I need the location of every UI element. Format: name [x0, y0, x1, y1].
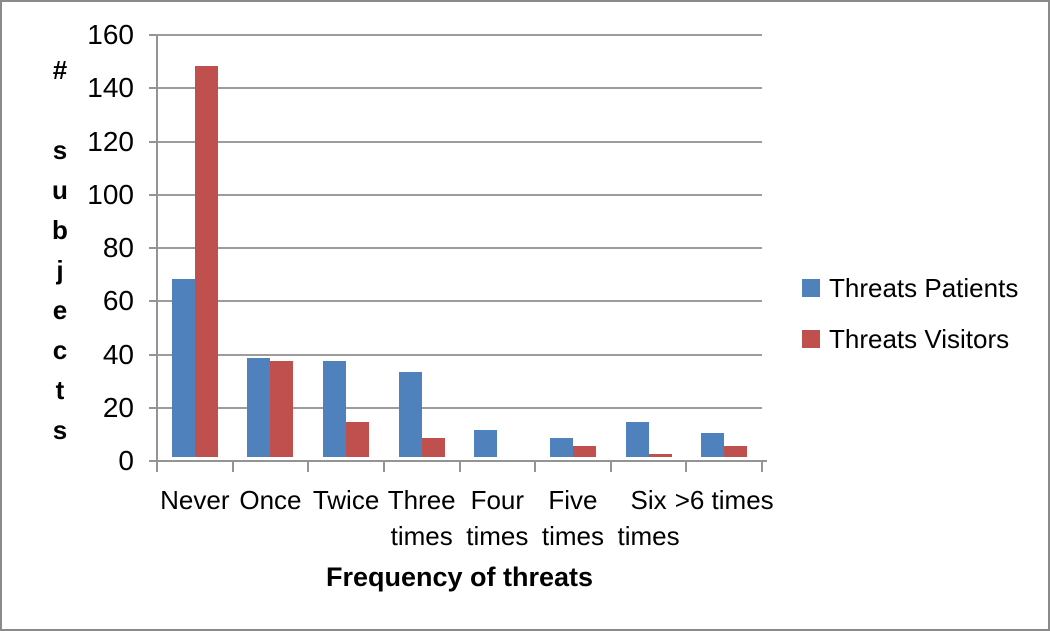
bar-threats-patients: [398, 372, 422, 457]
y-tick-label-60: 60: [102, 285, 134, 317]
gridline-y-40: [157, 353, 762, 356]
y-title-char: b: [52, 215, 68, 245]
gridline-y-120: [157, 140, 762, 143]
y-tick-label-120: 120: [87, 125, 134, 157]
bar-group-never: [171, 66, 218, 457]
x-category-label-7: >6 times: [674, 485, 774, 515]
bar-threats-patients: [474, 430, 498, 457]
y-axis-line: [156, 35, 158, 465]
bar-threats-visitors: [421, 438, 445, 457]
y-tick-160: [149, 34, 157, 36]
y-title-char: j: [56, 255, 64, 285]
bar-group-once: [247, 358, 294, 457]
legend-swatch-icon: [802, 330, 820, 348]
x-category-label-3: Three times: [387, 485, 456, 551]
x-tick-2: [307, 462, 310, 472]
y-tick-label-80: 80: [102, 232, 134, 263]
plot-area: [157, 34, 762, 461]
y-title-char: s: [52, 135, 68, 165]
x-tick-0: [156, 462, 158, 472]
y-title-char: #: [52, 55, 68, 85]
x-tick-3: [382, 462, 385, 472]
bar-threats-patients: [625, 422, 649, 457]
bar-threats-patients: [549, 438, 573, 457]
y-tick-80: [149, 247, 157, 249]
bar-group-three-times: [398, 372, 445, 457]
x-tick-6: [609, 462, 612, 472]
bar-group--6-times: [701, 433, 748, 457]
bar-threats-patients: [171, 279, 195, 457]
y-tick-120: [149, 140, 157, 143]
bar-threats-visitors: [270, 361, 294, 457]
gridline-y-60: [157, 300, 762, 303]
y-tick-60: [149, 300, 157, 303]
y-title-char: u: [52, 175, 68, 205]
bar-threats-patients: [247, 358, 271, 457]
y-tick-label-160: 160: [87, 19, 134, 50]
legend-item-threats-visitors: Threats Visitors: [802, 325, 1018, 353]
x-category-label-0: Never: [160, 485, 230, 515]
y-title-char: s: [52, 415, 68, 445]
bar-threats-visitors: [572, 446, 596, 457]
y-tick-label-40: 40: [102, 338, 134, 370]
gridline-y-140: [157, 87, 762, 90]
bar-threats-visitors: [194, 66, 218, 457]
bar-threats-visitors: [346, 422, 370, 457]
bar-threats-visitors: [648, 454, 672, 457]
bar-threats-visitors: [724, 446, 748, 457]
y-title-char: [42, 90, 78, 130]
y-tick-0: [149, 460, 157, 462]
x-category-label-6: Six times: [617, 485, 680, 551]
bar-group-four-times: [474, 430, 520, 457]
x-category-label-2: Twice: [312, 485, 380, 515]
legend: Threats Patients Threats Visitors: [802, 274, 1018, 376]
y-tick-20: [149, 406, 157, 409]
y-title-char: t: [55, 375, 65, 405]
gridline-y-80: [157, 247, 762, 249]
bar-group-six-times: [625, 422, 672, 457]
gridline-y-20: [157, 406, 762, 409]
bar-group-twice: [323, 361, 370, 457]
y-tick-100: [149, 193, 157, 196]
x-tick-5: [534, 462, 537, 472]
gridline-y-100: [157, 193, 762, 196]
bar-group-five-times: [549, 438, 596, 457]
bar-threats-patients: [701, 433, 725, 457]
x-category-label-5: Five times: [541, 485, 604, 551]
y-tick-label-100: 100: [87, 178, 134, 210]
legend-label: Threats Visitors: [829, 324, 1010, 354]
bar-threats-patients: [323, 361, 347, 457]
y-tick-140: [149, 87, 157, 90]
x-tick-4: [458, 462, 461, 472]
x-tick-8: [761, 462, 763, 472]
gridline-y-160: [157, 34, 762, 36]
x-axis-title: Frequency of threats: [325, 562, 594, 592]
y-tick-40: [149, 353, 157, 356]
x-category-label-4: Four times: [466, 485, 529, 551]
legend-item-threats-patients: Threats Patients: [802, 274, 1018, 302]
y-tick-label-20: 20: [102, 391, 134, 423]
x-tick-7: [685, 462, 688, 472]
y-title-char: c: [52, 335, 68, 365]
y-tick-label-140: 140: [87, 72, 134, 104]
x-axis-line: [149, 460, 767, 462]
y-title-char: e: [52, 295, 68, 325]
legend-swatch-icon: [802, 279, 820, 297]
legend-label: Threats Patients: [829, 273, 1019, 303]
x-tick-1: [231, 462, 234, 472]
x-category-label-1: Once: [239, 485, 302, 515]
y-tick-label-0: 0: [118, 445, 134, 476]
